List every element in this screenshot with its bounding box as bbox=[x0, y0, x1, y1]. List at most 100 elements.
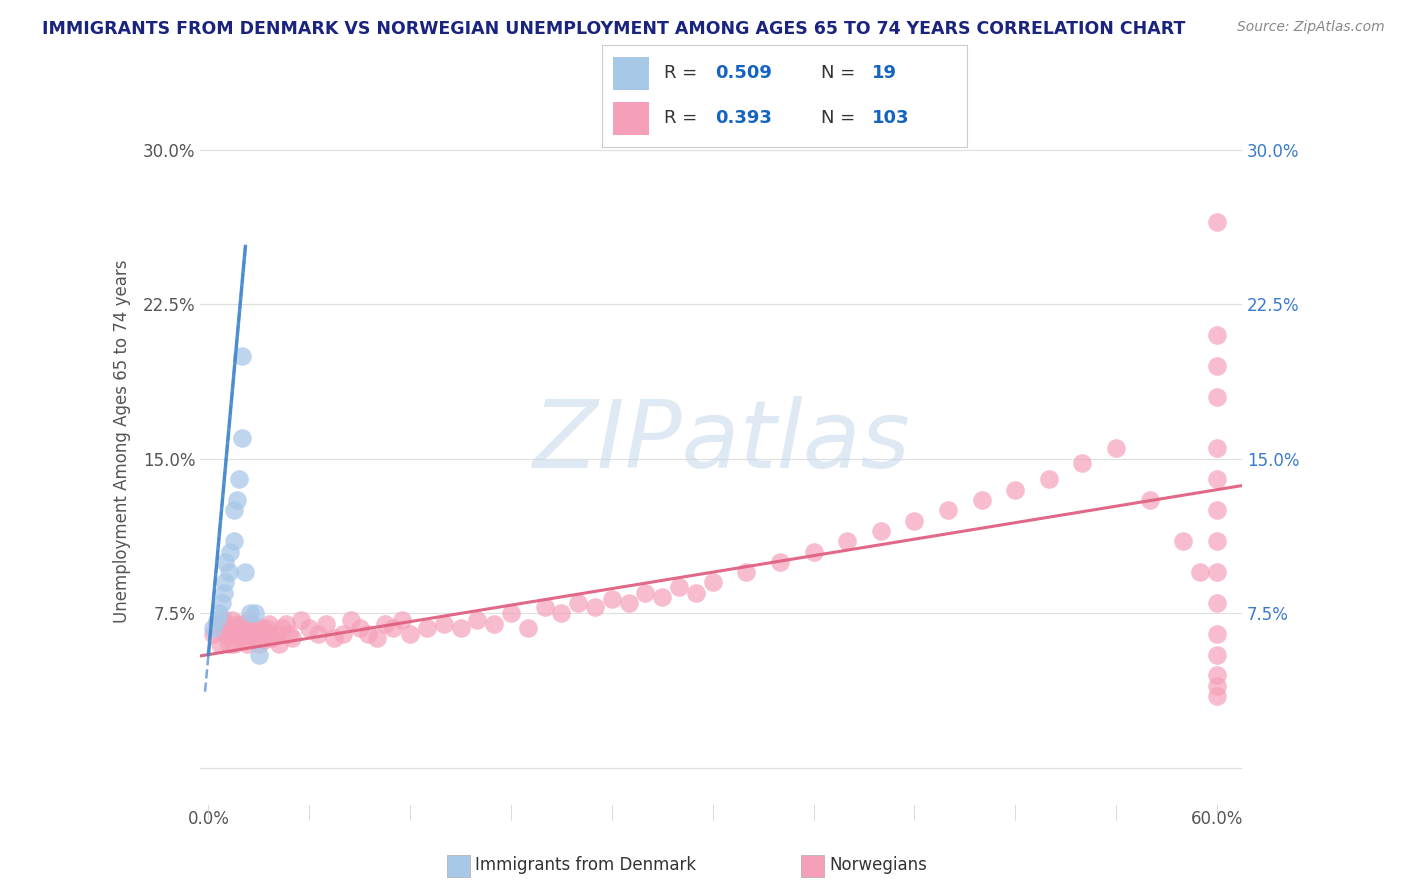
Point bbox=[215, 621, 238, 635]
Point bbox=[240, 616, 263, 631]
Text: Source: ZipAtlas.com: Source: ZipAtlas.com bbox=[1237, 20, 1385, 34]
Point bbox=[391, 613, 413, 627]
Point bbox=[735, 565, 758, 579]
Point bbox=[1105, 442, 1128, 456]
Point bbox=[231, 633, 253, 648]
Point bbox=[1206, 689, 1229, 703]
Text: IMMIGRANTS FROM DENMARK VS NORWEGIAN UNEMPLOYMENT AMONG AGES 65 TO 74 YEARS CORR: IMMIGRANTS FROM DENMARK VS NORWEGIAN UNE… bbox=[42, 20, 1185, 37]
Point bbox=[1206, 215, 1229, 229]
Point bbox=[207, 607, 229, 621]
Text: 0.509: 0.509 bbox=[716, 64, 772, 82]
Point bbox=[214, 575, 236, 590]
Point bbox=[254, 627, 277, 641]
Point bbox=[1071, 456, 1094, 470]
Point bbox=[634, 586, 657, 600]
Point bbox=[382, 621, 405, 635]
Point bbox=[247, 637, 270, 651]
Y-axis label: Unemployment Among Ages 65 to 74 years: Unemployment Among Ages 65 to 74 years bbox=[114, 260, 131, 623]
Point bbox=[239, 627, 262, 641]
Text: 103: 103 bbox=[872, 110, 910, 128]
Point bbox=[214, 616, 236, 631]
Point bbox=[1206, 472, 1229, 486]
Point bbox=[231, 616, 253, 631]
Point bbox=[450, 621, 472, 635]
Point bbox=[903, 514, 925, 528]
Point bbox=[274, 616, 297, 631]
Point bbox=[212, 613, 235, 627]
Point bbox=[222, 503, 245, 517]
Point bbox=[222, 637, 245, 651]
Point bbox=[366, 631, 388, 645]
Point bbox=[228, 631, 250, 645]
Point bbox=[224, 627, 246, 641]
Point bbox=[222, 534, 245, 549]
Point bbox=[219, 544, 242, 558]
Point bbox=[211, 596, 233, 610]
Point bbox=[226, 493, 249, 508]
Point bbox=[250, 621, 273, 635]
Point bbox=[1206, 390, 1229, 404]
Point bbox=[357, 627, 380, 641]
Point bbox=[229, 621, 252, 635]
Point bbox=[222, 621, 245, 635]
Point bbox=[238, 613, 260, 627]
Point bbox=[332, 627, 354, 641]
Point bbox=[239, 607, 262, 621]
Point bbox=[228, 472, 250, 486]
Point bbox=[231, 349, 253, 363]
Point bbox=[1206, 596, 1229, 610]
Text: Norwegians: Norwegians bbox=[830, 856, 928, 874]
Point bbox=[226, 616, 249, 631]
Point bbox=[533, 600, 555, 615]
Point bbox=[702, 575, 724, 590]
Point bbox=[668, 580, 690, 594]
Point bbox=[349, 621, 371, 635]
Point bbox=[257, 616, 280, 631]
Point bbox=[1206, 503, 1229, 517]
Point bbox=[1206, 328, 1229, 343]
Point bbox=[1206, 534, 1229, 549]
Point bbox=[232, 627, 254, 641]
Point bbox=[600, 591, 623, 606]
Point bbox=[482, 616, 505, 631]
Point bbox=[1038, 472, 1060, 486]
Point bbox=[1206, 627, 1229, 641]
Point bbox=[243, 631, 266, 645]
Point bbox=[651, 590, 673, 604]
Point bbox=[218, 637, 240, 651]
Point bbox=[323, 631, 346, 645]
Bar bbox=[613, 102, 650, 135]
Point bbox=[214, 555, 236, 569]
Point bbox=[433, 616, 456, 631]
Point bbox=[516, 621, 538, 635]
Point bbox=[869, 524, 891, 538]
Point bbox=[247, 648, 270, 662]
Point bbox=[374, 616, 396, 631]
Point bbox=[298, 621, 321, 635]
Point bbox=[290, 613, 312, 627]
Point bbox=[209, 637, 232, 651]
Point bbox=[205, 613, 228, 627]
Point bbox=[499, 607, 522, 621]
Point bbox=[936, 503, 959, 517]
Point bbox=[1189, 565, 1212, 579]
Point bbox=[214, 627, 236, 641]
Bar bbox=[613, 57, 650, 90]
Point bbox=[281, 631, 304, 645]
Point bbox=[245, 621, 267, 635]
Point bbox=[278, 627, 301, 641]
Point bbox=[1206, 679, 1229, 693]
Text: Immigrants from Denmark: Immigrants from Denmark bbox=[475, 856, 696, 874]
Point bbox=[550, 607, 572, 621]
Point bbox=[262, 631, 284, 645]
Point bbox=[1206, 442, 1229, 456]
Point bbox=[617, 596, 640, 610]
Point bbox=[1206, 648, 1229, 662]
Point bbox=[416, 621, 439, 635]
Point bbox=[236, 637, 259, 651]
Point bbox=[211, 621, 233, 635]
Text: 19: 19 bbox=[872, 64, 897, 82]
Point bbox=[399, 627, 422, 641]
Point bbox=[245, 607, 267, 621]
Text: ZIPatlas: ZIPatlas bbox=[531, 396, 910, 487]
